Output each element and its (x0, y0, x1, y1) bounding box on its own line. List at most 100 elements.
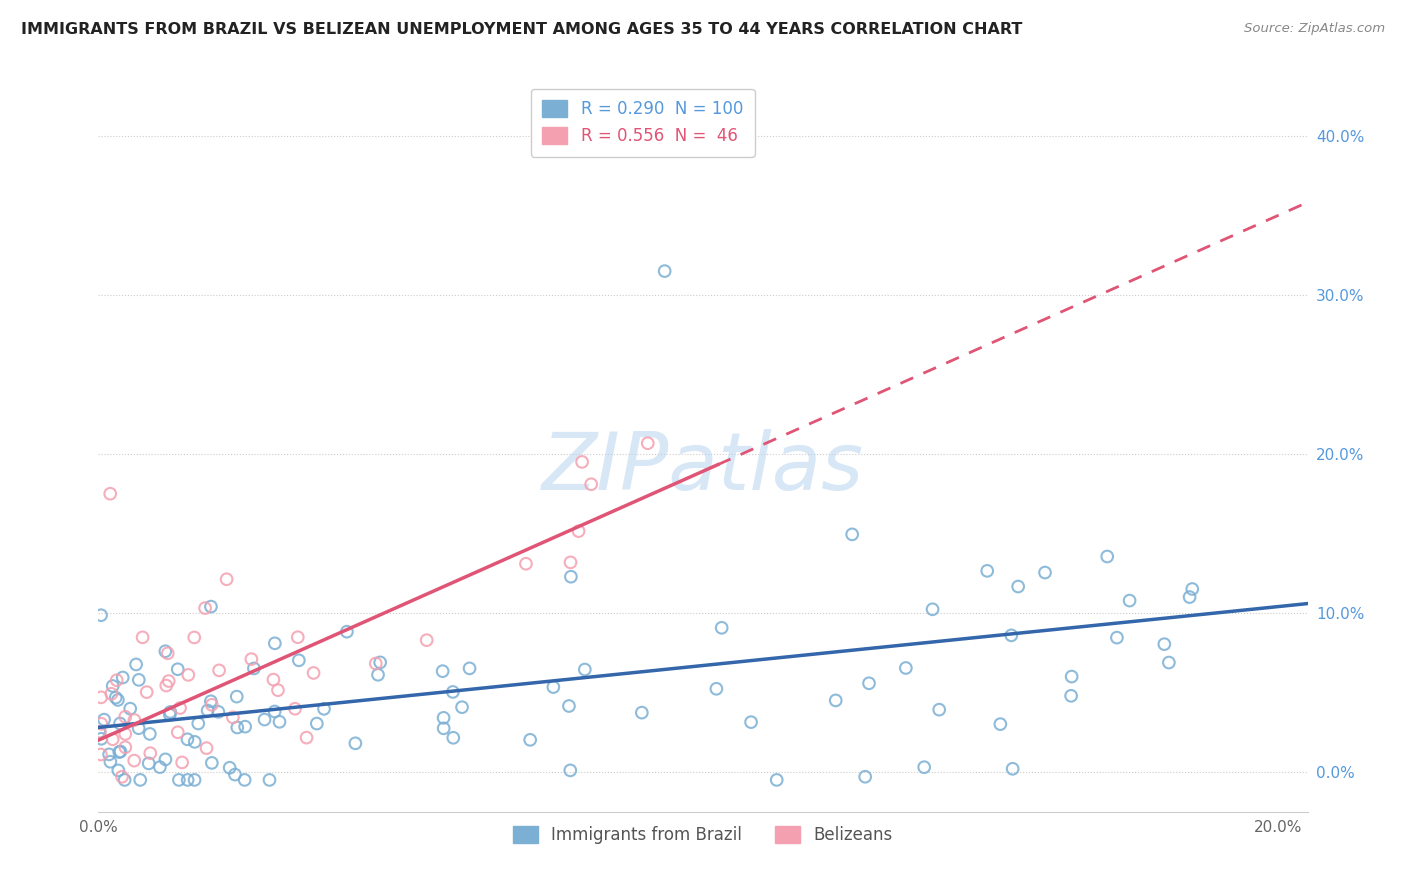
Text: Source: ZipAtlas.com: Source: ZipAtlas.com (1244, 22, 1385, 36)
Point (364, 657, 387, 671)
Point (120, 701, 142, 715)
Point (1060, 669, 1083, 683)
Point (894, 661, 917, 675)
Point (135, 685, 157, 699)
Point (98, 486, 121, 500)
Point (928, 703, 950, 717)
Point (262, 673, 284, 687)
Point (1157, 656, 1180, 670)
Point (233, 720, 256, 734)
Point (560, 570, 582, 584)
Point (177, 668, 200, 682)
Point (122, 754, 145, 768)
Point (432, 711, 454, 725)
Point (100, 687, 122, 701)
Point (98, 755, 121, 769)
Point (110, 744, 132, 758)
Point (543, 680, 565, 694)
Point (156, 646, 179, 660)
Point (336, 624, 359, 639)
Point (988, 717, 1011, 731)
Point (166, 662, 188, 676)
Point (637, 436, 659, 450)
Point (89, 725, 111, 739)
Point (114, 710, 136, 724)
Point (183, 631, 205, 645)
Point (114, 727, 136, 741)
Point (1001, 762, 1024, 776)
Point (765, 772, 787, 787)
Legend: Immigrants from Brazil, Belizeans: Immigrants from Brazil, Belizeans (506, 820, 900, 851)
Point (131, 630, 153, 644)
Point (201, 756, 224, 770)
Point (740, 715, 762, 730)
Point (200, 599, 222, 614)
Point (853, 770, 876, 784)
Point (921, 602, 943, 616)
Point (107, 693, 129, 707)
Point (367, 667, 389, 681)
Point (139, 746, 162, 760)
Point (155, 679, 177, 693)
Point (90, 608, 112, 623)
Point (441, 685, 464, 699)
Point (138, 756, 160, 771)
Point (295, 731, 318, 745)
Point (222, 710, 245, 724)
Point (259, 772, 281, 787)
Point (187, 716, 209, 731)
Point (101, 732, 124, 747)
Point (1178, 590, 1201, 604)
Point (269, 714, 291, 729)
Point (287, 630, 309, 644)
Point (253, 713, 276, 727)
Point (172, 756, 194, 770)
Point (1181, 582, 1204, 596)
Point (169, 701, 191, 715)
Point (167, 772, 190, 787)
Point (215, 572, 238, 586)
Point (243, 661, 266, 675)
Point (519, 732, 541, 747)
Point (90, 731, 112, 746)
Point (1105, 631, 1128, 645)
Text: ZIPatlas: ZIPatlas (541, 429, 865, 507)
Point (579, 477, 602, 491)
Point (111, 770, 134, 784)
Point (560, 555, 582, 569)
Point (104, 690, 127, 705)
Point (128, 721, 150, 735)
Point (89, 725, 111, 739)
Point (224, 767, 246, 781)
Point (631, 706, 654, 720)
Point (233, 772, 256, 787)
Point (432, 664, 454, 678)
Point (312, 702, 335, 716)
Point (114, 740, 136, 755)
Point (1095, 549, 1118, 564)
Point (98, 747, 121, 762)
Point (433, 722, 456, 736)
Point (208, 664, 231, 678)
Point (368, 656, 391, 670)
Point (560, 764, 582, 778)
Point (90, 716, 112, 731)
Point (125, 657, 148, 672)
Point (159, 707, 181, 722)
Point (149, 760, 172, 774)
Point (284, 702, 307, 716)
Point (166, 725, 188, 739)
Point (267, 683, 290, 698)
Point (155, 644, 177, 658)
Point (1153, 637, 1175, 651)
Point (90, 747, 112, 762)
Point (176, 772, 198, 787)
Point (571, 455, 593, 469)
Point (415, 633, 437, 648)
Point (108, 716, 131, 731)
Point (155, 752, 177, 766)
Point (858, 676, 880, 690)
Point (710, 621, 733, 635)
Point (441, 731, 464, 745)
Point (183, 772, 205, 787)
